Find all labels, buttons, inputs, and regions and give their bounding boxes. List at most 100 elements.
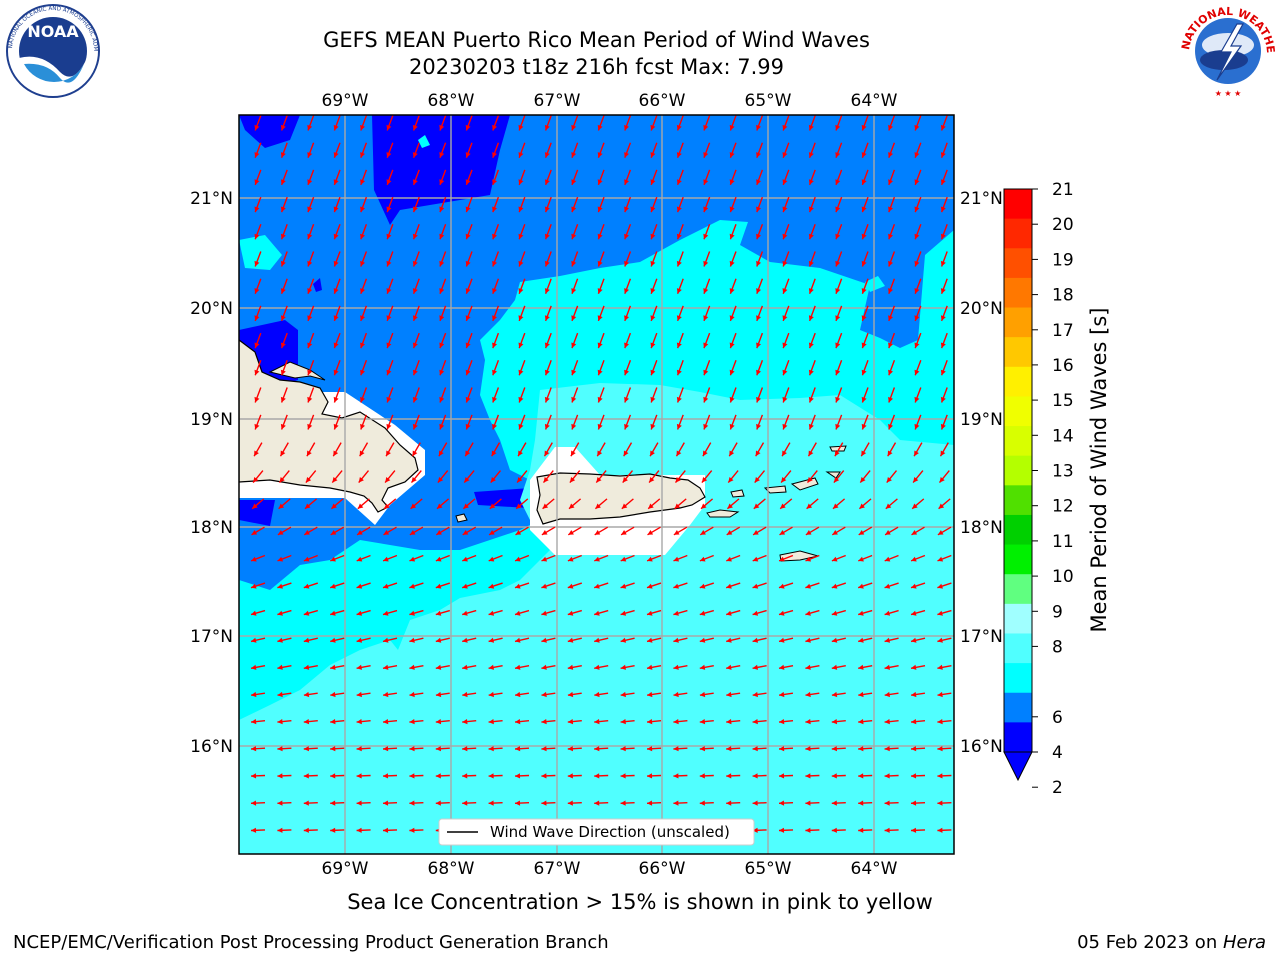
wind-arrow-head: [779, 556, 785, 562]
wind-arrow-head: [726, 637, 732, 643]
wind-arrow-head: [518, 288, 524, 294]
wind-arrow-head: [808, 342, 814, 349]
colorbar-segment: [1004, 544, 1032, 575]
wind-arrow-head: [280, 260, 286, 267]
wind-arrow-head: [752, 719, 758, 725]
wind-arrow-head: [251, 556, 257, 562]
wind-arrow-head: [571, 288, 577, 294]
wind-arrow-head: [465, 288, 471, 294]
wind-arrow-head: [254, 179, 260, 185]
wind-arrow-head: [492, 423, 497, 430]
wind-arrow-head: [307, 315, 313, 321]
wind-arrow-head: [303, 827, 309, 833]
wind-arrow-head: [650, 206, 656, 213]
wind-arrow-head: [435, 773, 441, 779]
wind-arrow-head: [621, 503, 628, 509]
wind-arrow-head: [911, 530, 918, 535]
wind-arrow-head: [303, 610, 310, 616]
wind-arrow-head: [462, 664, 468, 670]
wind-arrow-head: [831, 800, 837, 806]
wind-arrow-head: [386, 369, 392, 376]
wind-arrow-head: [835, 124, 841, 131]
wind-arrow-head: [937, 773, 943, 779]
wind-arrow-head: [858, 610, 864, 616]
wind-arrow-head: [515, 800, 521, 806]
wind-arrow-head: [756, 396, 761, 403]
wind-arrow-head: [567, 583, 574, 589]
wind-arrow-head: [412, 396, 418, 403]
wind-arrow-head: [861, 124, 867, 131]
wind-arrow-head: [729, 288, 735, 294]
wind-arrow-head: [544, 152, 550, 158]
wind-arrow: [967, 443, 975, 457]
wind-arrow: [964, 583, 978, 588]
wind-arrow-head: [726, 610, 732, 616]
wind-arrow-head: [303, 773, 309, 779]
wind-arrow-head: [675, 477, 681, 483]
wind-arrow-head: [567, 664, 574, 670]
lat-label: 16°N: [960, 737, 1003, 757]
wind-arrow-head: [571, 233, 577, 240]
wind-arrow-head: [492, 260, 497, 267]
colorbar-segment: [1004, 277, 1032, 309]
wind-arrow-head: [620, 583, 627, 589]
wind-arrow-head: [251, 800, 257, 806]
wind-arrow-head: [597, 396, 603, 403]
wind-arrow-head: [726, 530, 733, 535]
wind-arrow-head: [465, 179, 471, 185]
wind-arrow-head: [544, 342, 550, 349]
wind-arrow-head: [858, 583, 864, 589]
wind-arrow-head: [594, 583, 600, 589]
wind-arrow-head: [858, 719, 864, 725]
wind-arrow-head: [386, 396, 392, 403]
wind-arrow-head: [676, 315, 682, 321]
wind-arrow-head: [360, 260, 365, 267]
wind-arrow-head: [489, 503, 496, 509]
wind-arrow-head: [676, 152, 682, 158]
wind-arrow-head: [356, 610, 363, 616]
wind-arrow-head: [752, 746, 758, 752]
period-band-6-8: [239, 383, 954, 854]
wind-arrow-head: [515, 556, 521, 562]
colorbar-tick-label: 20: [1052, 215, 1074, 235]
wind-arrow-head: [462, 530, 469, 535]
wind-arrow-head: [360, 233, 365, 240]
wind-arrow-head: [567, 556, 574, 562]
lon-label: 68°W: [428, 859, 475, 879]
wind-arrow-head: [752, 637, 759, 643]
wind-arrow-head: [544, 423, 550, 430]
wind-arrow-head: [306, 450, 312, 457]
wind-arrow-head: [465, 206, 471, 213]
wind-arrow-head: [835, 342, 841, 349]
wind-arrow-head: [914, 206, 920, 213]
wind-arrow-head: [674, 503, 681, 509]
wind-arrow-head: [700, 530, 706, 535]
wind-arrow-head: [488, 610, 495, 616]
wind-arrow-head: [914, 423, 920, 430]
wind-arrow-head: [884, 637, 891, 643]
wind-arrow-head: [913, 477, 919, 483]
colorbar-tick-label: 12: [1052, 497, 1074, 517]
wind-arrow-head: [967, 261, 972, 267]
wind-arrow-head: [806, 503, 813, 509]
colorbar-segment: [1004, 722, 1032, 753]
wind-arrow-head: [937, 827, 943, 833]
wind-arrow-head: [307, 233, 313, 240]
wind-arrow-head: [884, 746, 890, 752]
wind-arrow-head: [412, 315, 418, 321]
wind-arrow-head: [676, 206, 682, 213]
wind-arrow-head: [277, 530, 284, 535]
wind-arrow-head: [518, 206, 524, 213]
wind-arrow-head: [835, 369, 841, 376]
wind-arrow-head: [330, 530, 337, 535]
wind-arrow-head: [383, 773, 389, 779]
wind-arrow-head: [964, 584, 970, 589]
wind-arrow-head: [303, 746, 309, 752]
wind-arrow-head: [673, 583, 679, 589]
wind-arrow-head: [782, 152, 788, 158]
wind-arrow-head: [676, 288, 682, 294]
wind-arrow-head: [303, 800, 309, 806]
wind-arrow-head: [620, 773, 626, 779]
wind-arrow-head: [303, 556, 310, 562]
wind-arrow-head: [888, 369, 893, 376]
